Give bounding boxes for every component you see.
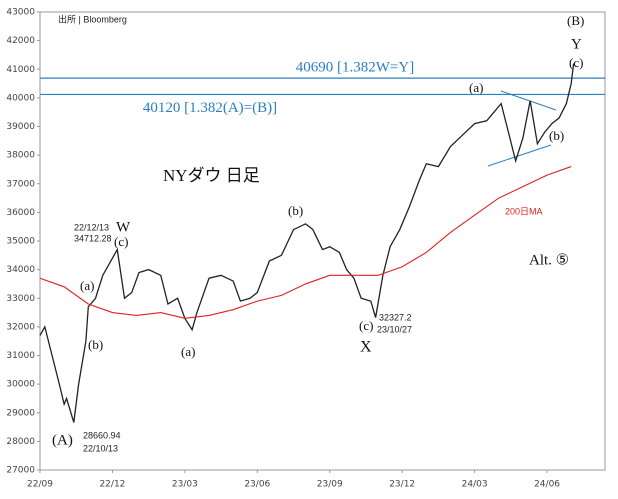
y-tick-label: 29000 [6, 408, 35, 418]
x-tick-label: 23/09 [317, 480, 343, 490]
chart-title: NYダウ 日足 [163, 166, 260, 185]
x-tick-label: 23/06 [244, 480, 270, 490]
annotation: (b) [288, 203, 303, 218]
x-tick-label: 22/09 [27, 480, 53, 490]
annotation: (B) [567, 13, 584, 28]
annotation: (a) [469, 80, 483, 95]
trendline [487, 144, 552, 167]
annotation: (A) [52, 432, 73, 448]
series-line [39, 63, 575, 423]
annotation: Y [571, 36, 582, 52]
level-label: 40120 [1.382(A)=(B)] [143, 100, 277, 116]
annotation: W [116, 219, 131, 235]
y-tick-label: 27000 [6, 466, 35, 476]
annotation: (c) [114, 234, 128, 249]
y-tick-label: 30000 [6, 380, 35, 390]
x-tick-label: 24/06 [534, 480, 560, 490]
y-tick-label: 28000 [6, 437, 35, 447]
annotation: (c) [359, 318, 373, 333]
y-tick-label: 38000 [6, 151, 35, 161]
x-tick-label: 22/12 [99, 480, 125, 490]
annotation: 28660.94 [83, 430, 121, 440]
annotation: 34712.28 [74, 233, 112, 243]
legend-label: 200日MA [505, 206, 543, 216]
y-tick-label: 39000 [6, 122, 35, 132]
y-tick-label: 33000 [6, 294, 35, 304]
y-tick-label: 32000 [6, 322, 35, 332]
series-line [39, 166, 572, 319]
y-tick-label: 35000 [6, 237, 35, 247]
y-tick-label: 31000 [6, 351, 35, 361]
y-tick-label: 34000 [6, 265, 35, 275]
annotation: 22/10/13 [83, 443, 118, 453]
annotation: 32327.2 [379, 312, 412, 322]
annotation: Alt. ⑤ [529, 252, 569, 268]
source: 出所 | Bloomberg [58, 13, 127, 24]
annotation: (a) [181, 344, 195, 359]
level-label: 40690 [1.382W=Y] [296, 60, 414, 76]
x-tick-label: 23/12 [389, 480, 415, 490]
annotation: 23/10/27 [377, 324, 412, 334]
y-tick-label: 41000 [6, 65, 35, 75]
y-tick-label: 36000 [6, 208, 35, 218]
y-tick-label: 37000 [6, 179, 35, 189]
annotation: (a) [80, 278, 94, 293]
annotation: X [360, 339, 372, 356]
annotation: (b) [88, 337, 103, 352]
y-tick-label: 43000 [6, 8, 35, 18]
y-tick-label: 42000 [6, 36, 35, 46]
x-tick-label: 23/03 [172, 480, 198, 490]
annotation: (b) [549, 128, 564, 143]
annotation: 22/12/13 [74, 222, 109, 232]
annotation: (c) [569, 55, 583, 70]
x-tick-label: 24/03 [462, 480, 488, 490]
y-tick-label: 40000 [6, 93, 35, 103]
